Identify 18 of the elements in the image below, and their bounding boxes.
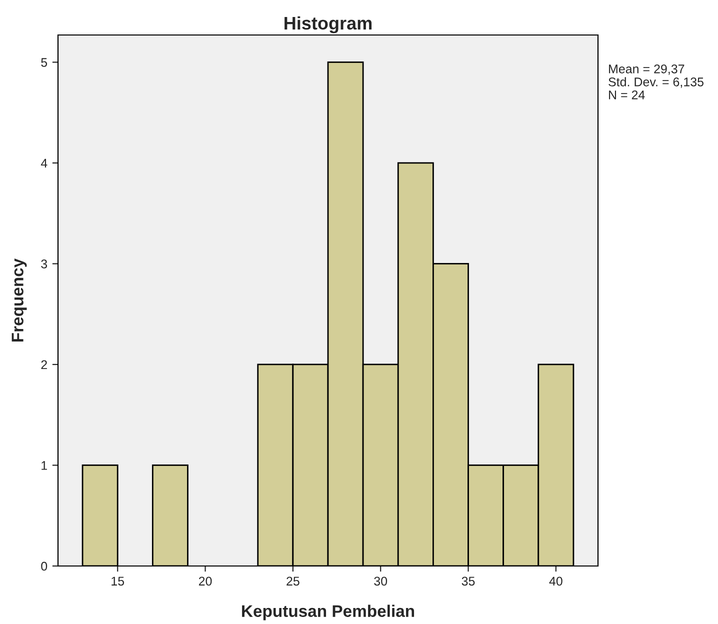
text: N = 24 bbox=[609, 90, 645, 100]
y-tick-label: 5 bbox=[41, 58, 48, 67]
text: Mean = 29,37 bbox=[609, 64, 684, 75]
x-tick-label: 30 bbox=[374, 576, 388, 586]
x-tick-label: 20 bbox=[198, 576, 212, 586]
y-tick-label: 2 bbox=[41, 360, 47, 370]
y-tick-label: 4 bbox=[40, 158, 48, 168]
x-tick-label: 35 bbox=[462, 576, 475, 586]
y-tick-label: 3 bbox=[41, 260, 48, 268]
y-axis-title: Frequency bbox=[12, 258, 27, 342]
text: Std. Dev. = 6,135 bbox=[608, 77, 704, 88]
x-tick-label: 15 bbox=[112, 576, 124, 586]
y-tick-label: 1 bbox=[42, 461, 47, 470]
y-tick-label: 0 bbox=[41, 562, 48, 571]
chart-title: Histogram bbox=[284, 16, 372, 34]
x-tick-label: 40 bbox=[549, 576, 562, 586]
x-axis-title: Keputusan Pembelian bbox=[242, 604, 414, 620]
x-tick-label: 25 bbox=[286, 576, 300, 586]
